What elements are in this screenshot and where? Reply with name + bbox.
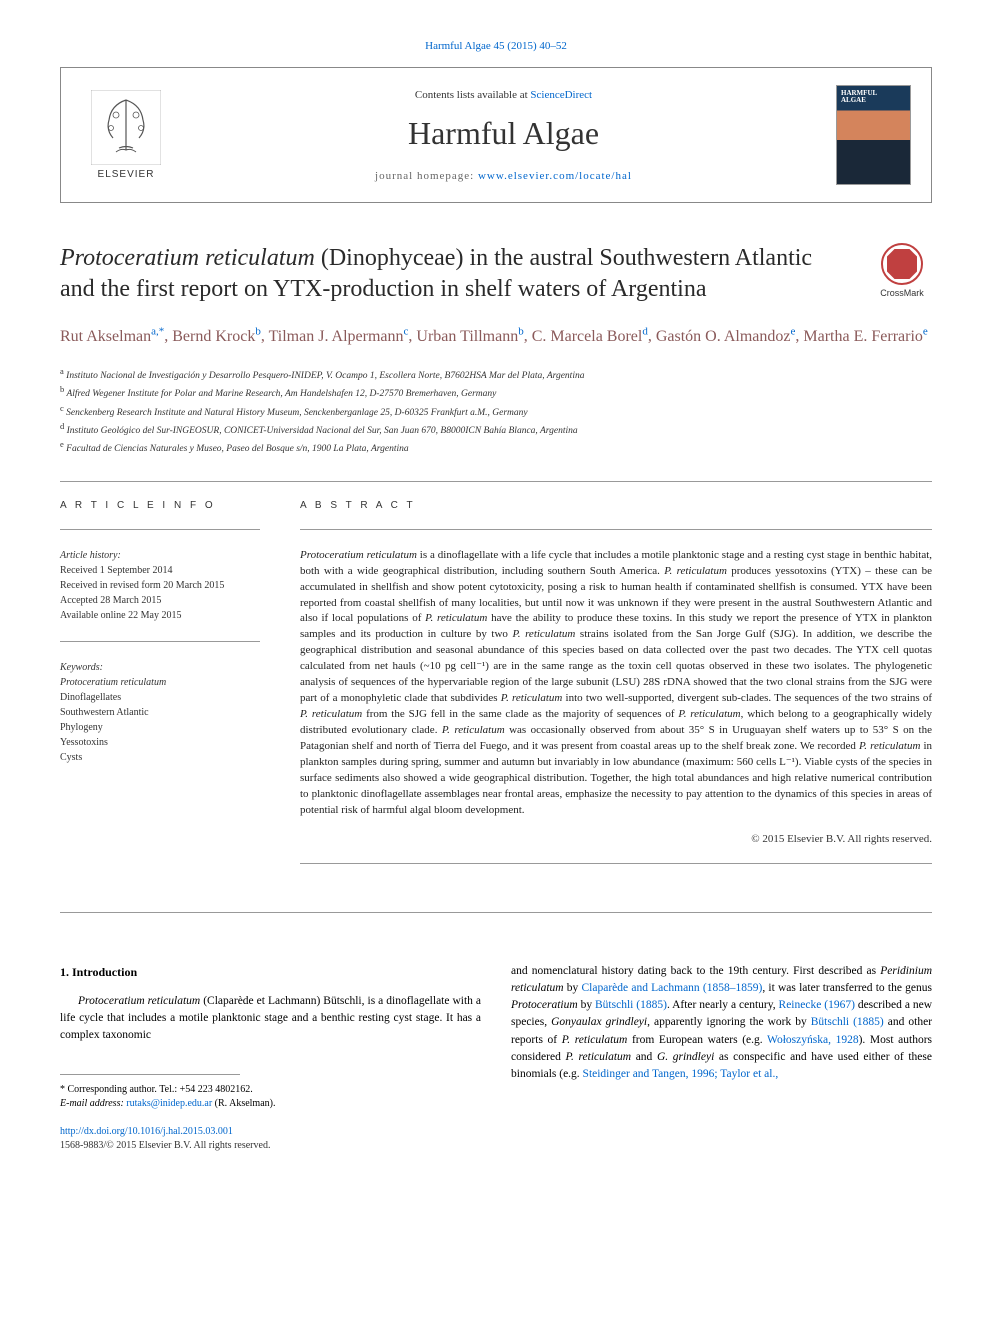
- history-label: Article history:: [60, 548, 260, 563]
- author: Rut Akselmana,*: [60, 328, 164, 345]
- history-line: Received 1 September 2014: [60, 563, 260, 578]
- keywords-label: Keywords:: [60, 660, 260, 675]
- author-sup: d: [642, 325, 648, 337]
- corresponding-footnote: * Corresponding author. Tel.: +54 223 48…: [60, 1083, 481, 1111]
- citation-link[interactable]: Steidinger and Tangen, 1996; Taylor et a…: [583, 1068, 779, 1080]
- author: Bernd Krockb: [172, 328, 261, 345]
- journal-reference-link[interactable]: Harmful Algae 45 (2015) 40–52: [425, 40, 567, 52]
- author: Urban Tillmannb: [416, 328, 523, 345]
- separator-rule: [60, 529, 260, 530]
- title-italic: Protoceratium reticulatum: [60, 245, 315, 271]
- citation-link[interactable]: Claparède and Lachmann (1858–1859): [582, 982, 763, 994]
- contents-prefix: Contents lists available at: [415, 89, 530, 101]
- homepage-line: journal homepage: www.elsevier.com/locat…: [171, 170, 836, 182]
- journal-reference: Harmful Algae 45 (2015) 40–52: [60, 40, 932, 52]
- homepage-link[interactable]: www.elsevier.com/locate/hal: [478, 170, 632, 182]
- affiliation: d Instituto Geológico del Sur-INGEOSUR, …: [60, 420, 932, 438]
- citation-link[interactable]: Reinecke (1967): [779, 999, 855, 1011]
- history-line: Received in revised form 20 March 2015: [60, 578, 260, 593]
- affiliation: b Alfred Wegener Institute for Polar and…: [60, 383, 932, 401]
- sciencedirect-link[interactable]: ScienceDirect: [530, 89, 592, 101]
- body-left-col: 1. Introduction Protoceratium reticulatu…: [60, 963, 481, 1154]
- article-info-col: A R T I C L E I N F O Article history: R…: [60, 500, 260, 882]
- article-info-label: A R T I C L E I N F O: [60, 500, 260, 511]
- email-line: E-mail address: rutaks@inidep.edu.ar (R.…: [60, 1097, 481, 1111]
- keyword: Southwestern Atlantic: [60, 705, 260, 720]
- body-columns: 1. Introduction Protoceratium reticulatu…: [60, 963, 932, 1154]
- body-right-col: and nomenclatural history dating back to…: [511, 963, 932, 1154]
- keywords-block: Keywords: Protoceratium reticulatumDinof…: [60, 660, 260, 765]
- elsevier-label: ELSEVIER: [98, 169, 155, 180]
- crossmark-label: CrossMark: [880, 288, 924, 298]
- doi-block: http://dx.doi.org/10.1016/j.hal.2015.03.…: [60, 1125, 481, 1153]
- author-sup: b: [255, 325, 261, 337]
- abstract-text: Protoceratium reticulatum is a dinoflage…: [300, 548, 932, 819]
- authors-list: Rut Akselmana,*, Bernd Krockb, Tilman J.…: [60, 323, 932, 348]
- keyword: Yessotoxins: [60, 735, 260, 750]
- affiliations-list: a Instituto Nacional de Investigación y …: [60, 365, 932, 457]
- header-center: Contents lists available at ScienceDirec…: [171, 89, 836, 182]
- author-sup: e: [791, 325, 796, 337]
- keyword: Phylogeny: [60, 720, 260, 735]
- abstract-col: A B S T R A C T Protoceratium reticulatu…: [300, 500, 932, 882]
- author-sup: b: [518, 325, 524, 337]
- citation-link[interactable]: Bütschli (1885): [811, 1016, 884, 1028]
- citation-link[interactable]: Bütschli (1885): [595, 999, 667, 1011]
- separator-rule: [60, 481, 932, 482]
- affiliation: c Senckenberg Research Institute and Nat…: [60, 402, 932, 420]
- author-sup: e: [923, 325, 928, 337]
- affiliation: a Instituto Nacional de Investigación y …: [60, 365, 932, 383]
- history-line: Accepted 28 March 2015: [60, 593, 260, 608]
- keyword: Protoceratium reticulatum: [60, 675, 260, 690]
- separator-rule: [300, 863, 932, 864]
- email-suffix: (R. Akselman).: [212, 1098, 275, 1109]
- contents-line: Contents lists available at ScienceDirec…: [171, 89, 836, 101]
- author: Tilman J. Alpermannc: [269, 328, 409, 345]
- section-heading: 1. Introduction: [60, 963, 481, 981]
- keyword: Cysts: [60, 750, 260, 765]
- elsevier-tree-icon: [91, 90, 161, 165]
- intro-paragraph-right: and nomenclatural history dating back to…: [511, 963, 932, 1084]
- affiliation: e Facultad de Ciencias Naturales y Museo…: [60, 438, 932, 456]
- keyword: Dinoflagellates: [60, 690, 260, 705]
- author-sup: a,*: [151, 325, 164, 337]
- issn-line: 1568-9883/© 2015 Elsevier B.V. All right…: [60, 1140, 270, 1151]
- email-link[interactable]: rutaks@inidep.edu.ar: [126, 1098, 212, 1109]
- paper-title: Protoceratium reticulatum (Dinophyceae) …: [60, 243, 852, 305]
- corresponding-line: * Corresponding author. Tel.: +54 223 48…: [60, 1083, 481, 1097]
- homepage-prefix: journal homepage:: [375, 170, 478, 182]
- article-history: Article history: Received 1 September 20…: [60, 548, 260, 623]
- citation-link[interactable]: Wołoszyńska, 1928: [767, 1034, 859, 1046]
- author: Martha E. Ferrarioe: [803, 328, 927, 345]
- author-sup: c: [404, 325, 409, 337]
- author: C. Marcela Boreld: [532, 328, 648, 345]
- info-abstract-row: A R T I C L E I N F O Article history: R…: [60, 500, 932, 882]
- separator-rule: [300, 529, 932, 530]
- body-section: 1. Introduction Protoceratium reticulatu…: [60, 963, 932, 1154]
- footnote-rule: [60, 1074, 240, 1075]
- history-line: Available online 22 May 2015: [60, 608, 260, 623]
- author: Gastón O. Almandoze: [656, 328, 796, 345]
- elsevier-logo: ELSEVIER: [81, 80, 171, 190]
- journal-cover-thumb: HARMFULALGAE: [836, 85, 911, 185]
- journal-title: Harmful Algae: [171, 115, 836, 152]
- email-label: E-mail address:: [60, 1098, 126, 1109]
- separator-rule: [60, 641, 260, 642]
- crossmark-badge[interactable]: CrossMark: [872, 243, 932, 298]
- copyright-line: © 2015 Elsevier B.V. All rights reserved…: [300, 833, 932, 845]
- title-row: Protoceratium reticulatum (Dinophyceae) …: [60, 243, 932, 305]
- intro-paragraph-left: Protoceratium reticulatum (Claparède et …: [60, 993, 481, 1045]
- doi-link[interactable]: http://dx.doi.org/10.1016/j.hal.2015.03.…: [60, 1126, 233, 1137]
- separator-rule: [60, 912, 932, 913]
- abstract-label: A B S T R A C T: [300, 500, 932, 511]
- journal-header-box: ELSEVIER Contents lists available at Sci…: [60, 67, 932, 203]
- crossmark-icon: [881, 243, 923, 285]
- cover-text: HARMFULALGAE: [841, 90, 906, 104]
